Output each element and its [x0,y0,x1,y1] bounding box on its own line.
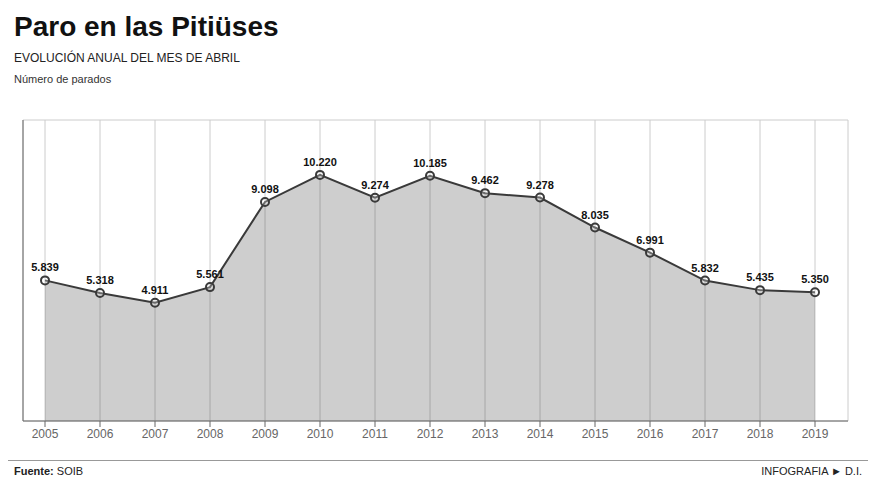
svg-text:2016: 2016 [637,427,664,441]
svg-text:2005: 2005 [32,427,59,441]
svg-text:2017: 2017 [692,427,719,441]
svg-text:2007: 2007 [142,427,169,441]
svg-text:2015: 2015 [582,427,609,441]
html-text:Número de parados: Número de parados [14,73,112,85]
svg-text:2011: 2011 [362,427,388,441]
html-text:EVOLUCIÓN ANUAL DEL MES DE ABR: EVOLUCIÓN ANUAL DEL MES DE ABRIL [14,51,240,65]
svg-text:8.035: 8.035 [581,209,609,221]
svg-text:2009: 2009 [252,427,279,441]
svg-text:10.185: 10.185 [413,157,447,169]
svg-text:5.839: 5.839 [31,261,59,273]
svg-text:5.561: 5.561 [196,268,224,280]
svg-text:9.098: 9.098 [251,183,279,195]
html-text:INFOGRAFIA ► D.I.: INFOGRAFIA ► D.I. [761,465,862,477]
html-text:Paro en las Pitiüses: Paro en las Pitiüses [14,11,279,42]
svg-text:10.220: 10.220 [303,156,337,168]
svg-text:2012: 2012 [417,427,444,441]
svg-text:2018: 2018 [747,427,774,441]
svg-text:2010: 2010 [307,427,334,441]
svg-text:6.991: 6.991 [636,234,664,246]
svg-text:2008: 2008 [197,427,224,441]
svg-text:9.462: 9.462 [471,174,499,186]
svg-text:9.278: 9.278 [526,179,554,191]
svg-text:5.832: 5.832 [691,262,719,274]
svg-text:2019: 2019 [802,427,829,441]
svg-text:2014: 2014 [527,427,554,441]
svg-text:5.350: 5.350 [801,273,829,285]
svg-text:2006: 2006 [87,427,114,441]
svg-text:2013: 2013 [472,427,499,441]
svg-text:5.318: 5.318 [86,274,114,286]
svg-text:9.274: 9.274 [361,179,389,191]
svg-text:5.435: 5.435 [746,271,774,283]
svg-text:4.911: 4.911 [142,284,169,296]
html-text:Fuente: SOIB: Fuente: SOIB [14,465,84,477]
